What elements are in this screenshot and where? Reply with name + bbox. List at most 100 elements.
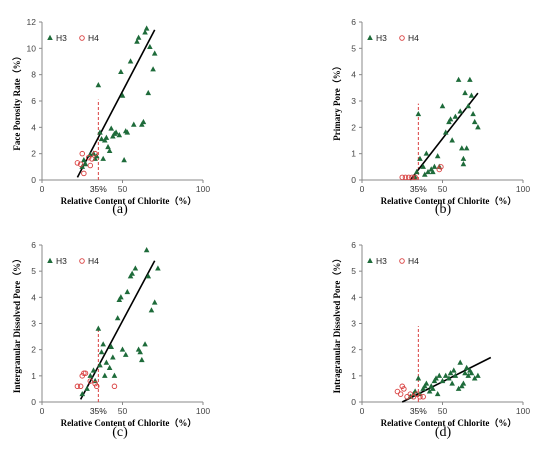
legend-label-h4: H4 xyxy=(408,33,419,43)
panel-label: (d) xyxy=(435,425,452,440)
y-tick-label: 0 xyxy=(351,175,356,185)
h3-data-point xyxy=(111,372,118,378)
h3-data-point xyxy=(145,89,152,96)
h3-data-point xyxy=(118,68,124,75)
y-tick-label: 4 xyxy=(31,122,36,132)
h3-data-point xyxy=(460,161,467,167)
chart-panel-4: 0 1 2 3 4 5 6 0 50 100 Relative Content of Chlorit… xyxy=(332,240,530,440)
h3-data-point xyxy=(468,92,475,98)
y-tick-label: 0 xyxy=(31,175,36,185)
h3-data-point xyxy=(127,273,134,279)
y-axis-title: Intragranular Dissolved Pore（%） xyxy=(332,254,342,394)
y-tick-label: 0 xyxy=(31,397,36,407)
h4-data-point xyxy=(77,161,84,167)
h3-data-point xyxy=(434,153,441,159)
h3-data-point xyxy=(426,388,433,394)
h3-data-point xyxy=(135,34,142,40)
x-tick-label: 50 xyxy=(438,406,448,416)
h3-data-point xyxy=(129,270,135,276)
h3-data-point xyxy=(457,108,464,114)
h3-data-point xyxy=(108,343,115,350)
y-tick-label: 5 xyxy=(351,43,356,53)
y-tick-label: 6 xyxy=(351,240,356,250)
y-tick-label: 5 xyxy=(351,266,356,276)
h3-data-point xyxy=(139,356,145,363)
legend-marker-h3 xyxy=(47,257,53,263)
h3-data-point xyxy=(95,325,102,331)
h3-data-point xyxy=(81,157,87,163)
h3-data-point xyxy=(463,145,470,151)
h3-data-point xyxy=(101,137,108,143)
y-tick-label: 3 xyxy=(351,319,356,329)
h4-data-point xyxy=(74,160,81,166)
h3-data-point xyxy=(452,113,459,119)
legend-label-h3: H3 xyxy=(376,33,387,43)
h3-data-point xyxy=(106,364,113,370)
legend-marker-h3 xyxy=(367,257,373,263)
h3-data-point xyxy=(113,129,119,135)
h3-data-point xyxy=(425,168,431,175)
h4-data-point xyxy=(89,156,95,162)
h4-data-point xyxy=(81,370,87,376)
h3-data-point xyxy=(423,150,430,156)
x-tick-label: 50 xyxy=(118,406,128,416)
h3-data-point xyxy=(470,110,476,117)
h3-data-point xyxy=(460,155,467,161)
h3-data-point xyxy=(439,103,446,109)
h3-data-point xyxy=(475,372,481,378)
x-tick-label: 0 xyxy=(360,184,365,194)
x-tick-label: 0 xyxy=(40,406,45,416)
x-tick-label: 100 xyxy=(196,184,210,194)
h3-data-point xyxy=(110,354,116,360)
trend-line xyxy=(79,260,156,400)
y-tick-label: 12 xyxy=(27,17,37,27)
h3-data-point xyxy=(130,121,137,127)
h3-data-point xyxy=(103,134,110,140)
h3-data-point xyxy=(431,163,438,169)
h4-data-point xyxy=(438,164,444,170)
y-tick-label: 2 xyxy=(351,122,356,132)
h3-data-point xyxy=(413,168,420,175)
legend-marker-h4 xyxy=(79,258,85,264)
y-tick-label: 6 xyxy=(351,17,356,27)
legend-marker-h4 xyxy=(399,35,405,41)
h3-data-point xyxy=(97,362,103,368)
legend-label-h4: H4 xyxy=(88,33,99,43)
y-axis-title: Intergranular Dissolved Pore（%） xyxy=(12,254,22,393)
h3-data-point xyxy=(439,377,446,384)
legend-marker-h4 xyxy=(399,258,405,264)
x-tick-label: 100 xyxy=(196,406,210,416)
h4-data-point xyxy=(82,370,89,376)
x-tick-label: 50 xyxy=(438,184,448,194)
h3-data-point xyxy=(446,375,452,381)
h3-data-point xyxy=(108,125,115,131)
legend-label-h3: H3 xyxy=(56,256,67,266)
h3-data-point xyxy=(462,370,468,376)
h3-data-point xyxy=(90,150,97,156)
chart-panel-1: 0 2 4 6 8 10 12 0 50 100 Relative Content of Chlor… xyxy=(12,17,210,217)
h3-data-point xyxy=(114,315,121,321)
h3-data-point xyxy=(124,288,131,295)
y-axis-title: Face Porosity Rate（%） xyxy=(12,51,22,150)
h4-data-point xyxy=(397,391,404,397)
x-tick-label: 100 xyxy=(516,184,530,194)
h3-data-point xyxy=(460,380,467,386)
h3-data-point xyxy=(150,66,156,72)
h3-data-point xyxy=(122,351,129,357)
h3-data-point xyxy=(137,349,144,355)
h3-data-point xyxy=(442,372,449,378)
h4-data-point xyxy=(409,174,415,181)
h4-data-point xyxy=(92,150,98,157)
y-tick-label: 1 xyxy=(31,371,36,381)
h3-data-point xyxy=(143,25,150,31)
h3-data-point xyxy=(421,171,428,177)
x-axis-title: Relative Content of Chlorite（%） xyxy=(381,196,517,206)
h3-data-point xyxy=(97,129,103,135)
h4-data-point xyxy=(412,174,418,181)
threshold-label: 35% xyxy=(410,406,427,416)
h3-data-point xyxy=(124,129,131,135)
h3-data-point xyxy=(143,247,150,253)
h3-data-point xyxy=(471,375,478,381)
h3-data-point xyxy=(459,145,465,151)
h3-data-point xyxy=(100,341,106,347)
